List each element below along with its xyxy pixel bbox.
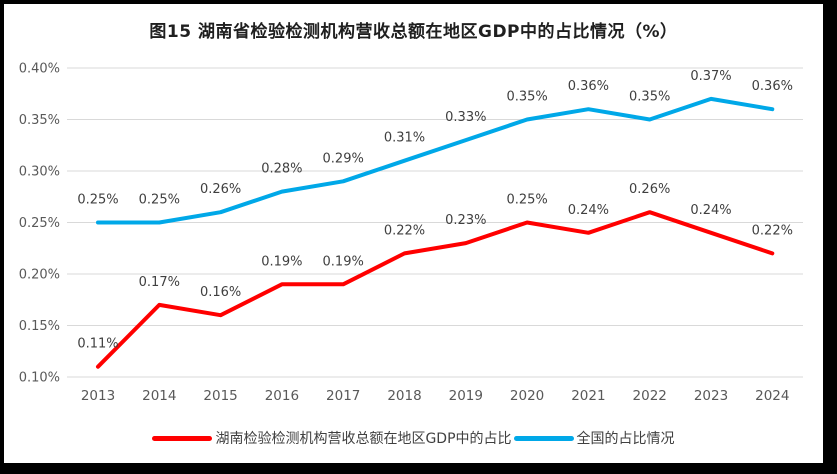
- data-label-hunan: 0.22%: [752, 223, 793, 238]
- data-label-hunan: 0.26%: [629, 182, 670, 197]
- y-axis-tick-label: 0.10%: [19, 371, 60, 386]
- x-axis-year-label: 2015: [203, 388, 237, 404]
- y-axis-tick-label: 0.20%: [19, 268, 60, 283]
- data-label-hunan: 0.17%: [139, 275, 180, 290]
- x-axis-year-label: 2018: [387, 388, 421, 404]
- data-label-national: 0.28%: [261, 162, 302, 177]
- x-axis-year-label: 2023: [694, 388, 728, 404]
- data-label-hunan: 0.19%: [261, 254, 302, 269]
- data-label-national: 0.31%: [384, 131, 425, 146]
- data-label-hunan: 0.11%: [77, 337, 118, 352]
- legend-swatch-national: [513, 435, 574, 441]
- data-label-national: 0.26%: [200, 182, 241, 197]
- legend-item-hunan: 湖南检验检测机构营收总额在地区GDP中的占比: [152, 428, 512, 448]
- x-axis-year-label: 2022: [633, 388, 667, 404]
- data-label-national: 0.36%: [752, 79, 793, 94]
- series-line-hunan: [96, 210, 775, 369]
- data-label-hunan: 0.23%: [445, 213, 486, 228]
- data-label-national: 0.33%: [445, 110, 486, 125]
- data-label-national: 0.36%: [568, 79, 609, 94]
- data-label-national: 0.35%: [506, 90, 547, 105]
- y-axis-tick-label: 0.25%: [19, 216, 60, 231]
- x-axis-year-label: 2019: [449, 388, 483, 404]
- x-axis-year-label: 2024: [755, 388, 789, 404]
- series-line-national: [96, 96, 775, 225]
- data-label-hunan: 0.24%: [568, 203, 609, 218]
- chart-svg: 0.40% 0.35% 0.30% 0.25% 0.20% 0.15% 0.10% 2013 2…: [19, 62, 803, 404]
- data-label-hunan: 0.24%: [690, 203, 731, 218]
- x-axis-year-label: 2014: [142, 388, 176, 404]
- x-axis-year-label: 2021: [571, 388, 605, 404]
- y-axis-tick-label: 0.15%: [19, 319, 60, 334]
- x-axis-year-label: 2013: [81, 388, 115, 404]
- y-axis-tick-label: 0.40%: [19, 62, 60, 77]
- data-label-hunan: 0.19%: [323, 254, 364, 269]
- x-axis-year-label: 2016: [265, 388, 299, 404]
- data-label-national: 0.25%: [77, 193, 118, 208]
- chart-legend: 湖南检验检测机构营收总额在地区GDP中的占比 全国的占比情况: [4, 428, 823, 448]
- chart-container: 图15 湖南省检验检测机构营收总额在地区GDP中的占比情况（%） 0.40% 0.…: [4, 4, 823, 463]
- data-label-hunan: 0.22%: [384, 223, 425, 238]
- data-label-national: 0.25%: [139, 193, 180, 208]
- x-axis-year-label: 2020: [510, 388, 544, 404]
- data-label-national: 0.29%: [323, 151, 364, 166]
- data-label-hunan: 0.16%: [200, 285, 241, 300]
- x-axis-year-label: 2017: [326, 388, 360, 404]
- chart-title: 图15 湖南省检验检测机构营收总额在地区GDP中的占比情况（%）: [149, 22, 678, 42]
- legend-label-national: 全国的占比情况: [576, 431, 675, 447]
- y-axis-tick-label: 0.30%: [19, 165, 60, 180]
- data-label-hunan: 0.25%: [506, 193, 547, 208]
- data-label-national: 0.37%: [690, 69, 731, 84]
- legend-label-hunan: 湖南检验检测机构营收总额在地区GDP中的占比: [215, 431, 512, 447]
- y-axis-tick-label: 0.35%: [19, 113, 60, 128]
- legend-swatch-hunan: [152, 435, 213, 441]
- legend-item-national: 全国的占比情况: [513, 428, 675, 448]
- data-label-national: 0.35%: [629, 90, 670, 105]
